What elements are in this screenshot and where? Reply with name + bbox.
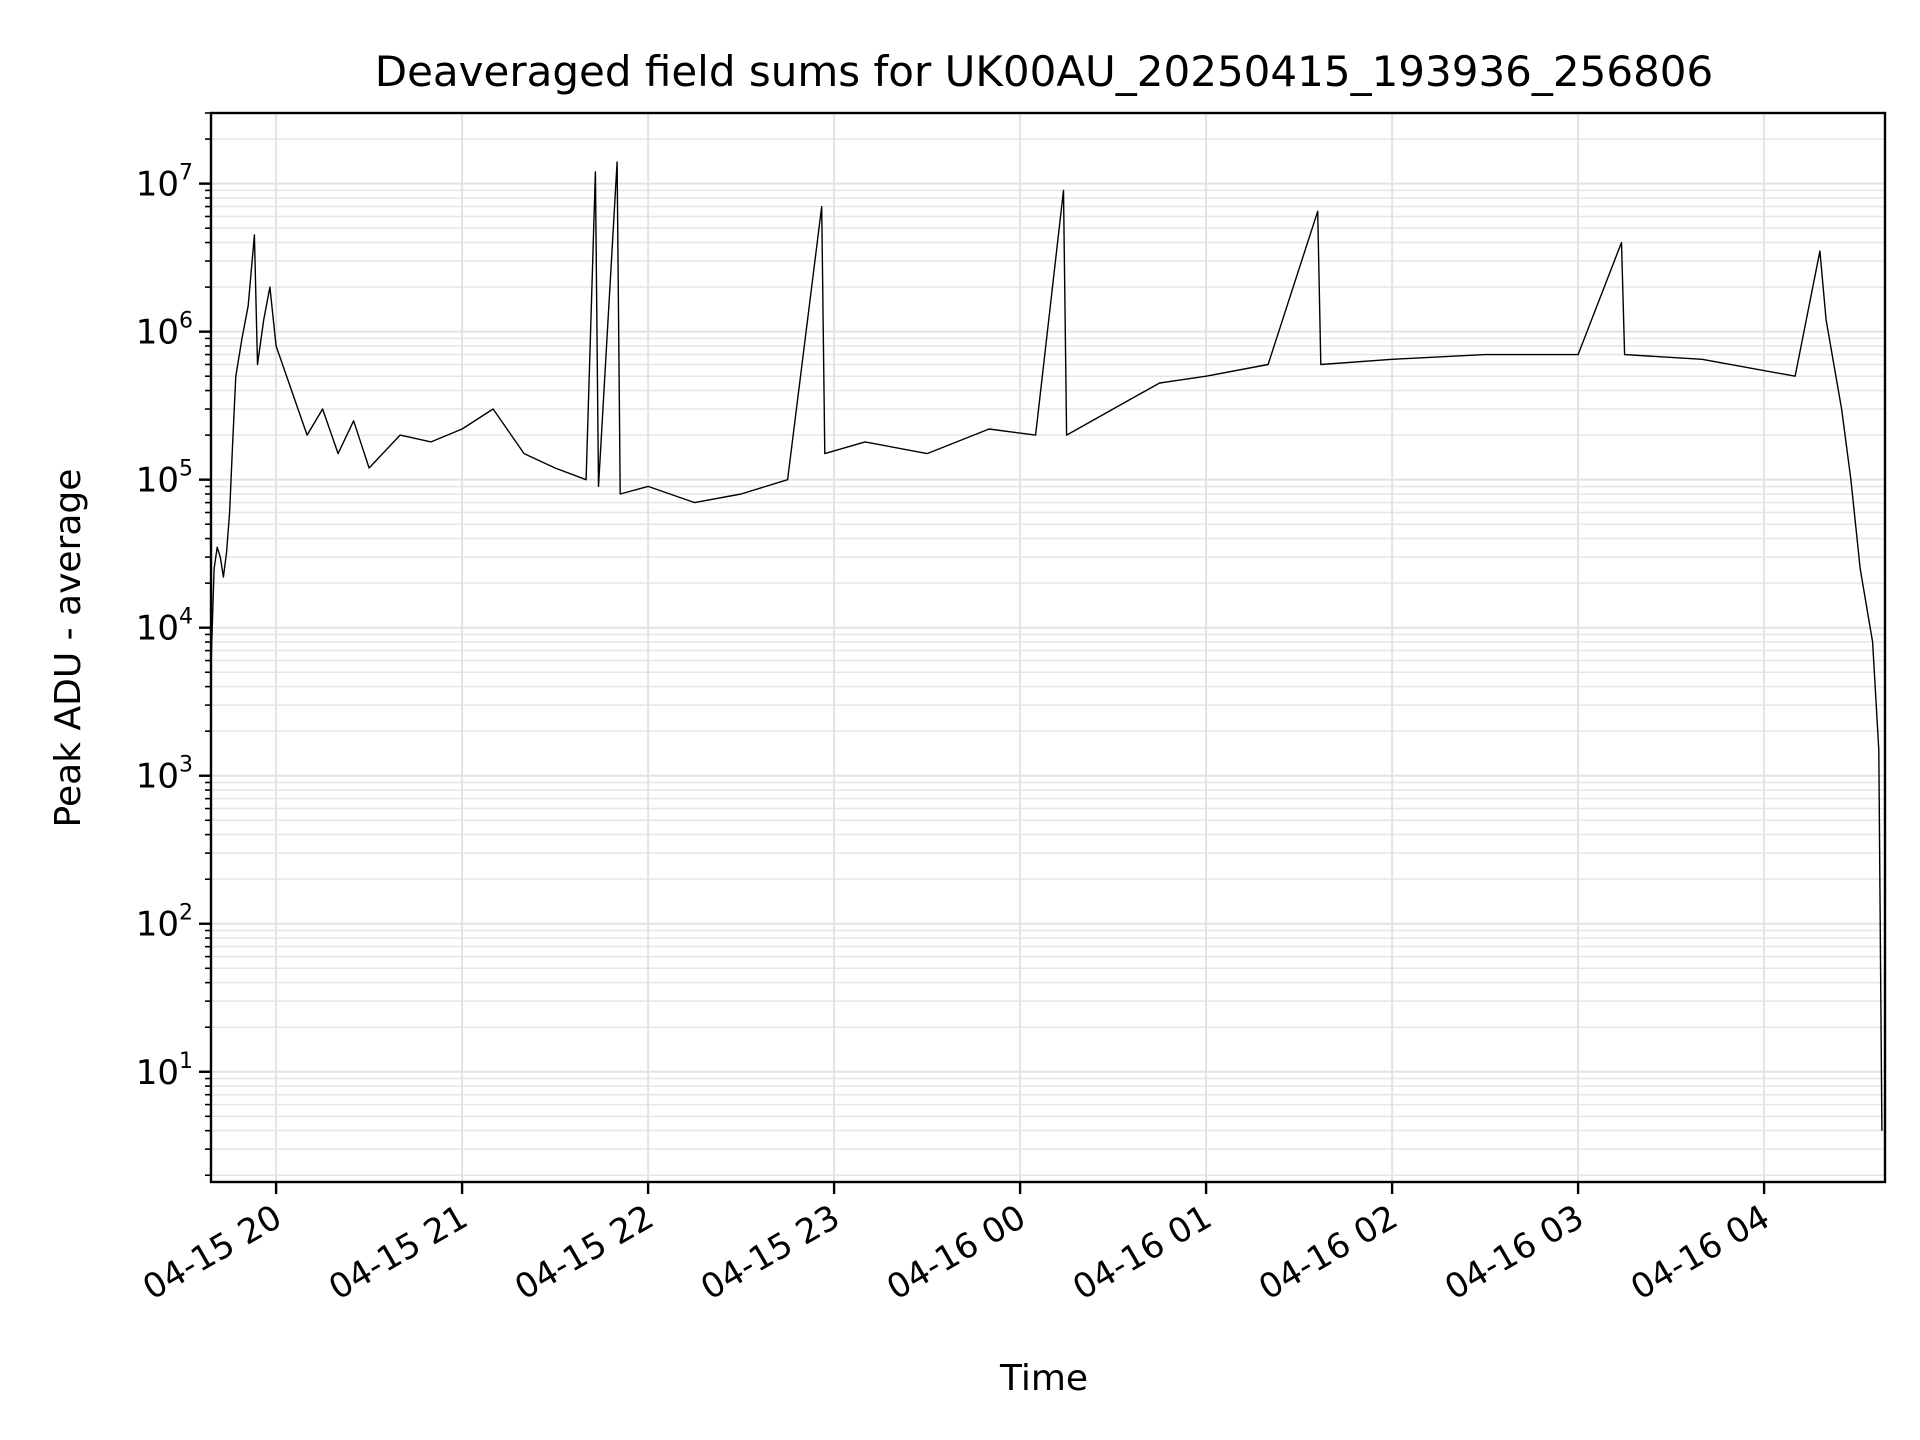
y-tick-label: 107 bbox=[136, 161, 193, 205]
x-tick-label: 04-16 00 bbox=[880, 1197, 1032, 1308]
y-tick-label: 106 bbox=[136, 309, 193, 353]
x-tick-label: 04-15 23 bbox=[694, 1197, 846, 1308]
y-tick-base: 10 bbox=[136, 1053, 179, 1093]
y-tick-base: 10 bbox=[136, 165, 179, 205]
y-tick-base: 10 bbox=[136, 461, 179, 501]
axis-ticks bbox=[199, 112, 1766, 1194]
x-tick-label: 04-15 22 bbox=[508, 1197, 660, 1308]
y-tick-exponent: 7 bbox=[179, 161, 193, 186]
y-tick-base: 10 bbox=[136, 905, 179, 945]
x-tick-label: 04-16 02 bbox=[1252, 1197, 1404, 1308]
y-tick-label: 102 bbox=[136, 901, 193, 945]
y-tick-label: 104 bbox=[136, 605, 193, 649]
y-tick-base: 10 bbox=[136, 609, 179, 649]
y-tick-label: 103 bbox=[136, 753, 193, 797]
x-axis-tick-labels: 04-15 20 04-15 21 04-15 22 04-15 23 04-16 00… bbox=[136, 1197, 1776, 1308]
y-tick-base: 10 bbox=[136, 757, 179, 797]
x-tick-label: 04-16 01 bbox=[1066, 1197, 1218, 1308]
y-tick-label: 105 bbox=[136, 457, 193, 501]
x-tick-label: 04-15 21 bbox=[322, 1197, 474, 1308]
y-tick-label: 101 bbox=[136, 1049, 193, 1093]
y-tick-base: 10 bbox=[136, 313, 179, 353]
x-tick-label: 04-16 03 bbox=[1438, 1197, 1590, 1308]
grid bbox=[211, 112, 1885, 1182]
x-tick-label: 04-15 20 bbox=[136, 1197, 288, 1308]
y-tick-exponent: 1 bbox=[179, 1049, 193, 1074]
y-axis-label: Peak ADU - average bbox=[48, 469, 89, 828]
x-tick-label: 04-16 04 bbox=[1624, 1197, 1776, 1308]
chart-title: Deaveraged field sums for UK00AU_2025041… bbox=[375, 47, 1713, 96]
x-axis-label: Time bbox=[999, 1358, 1088, 1399]
plot-area bbox=[209, 111, 1887, 1184]
y-tick-exponent: 6 bbox=[179, 309, 193, 334]
y-tick-exponent: 5 bbox=[179, 457, 193, 482]
y-tick-exponent: 3 bbox=[179, 753, 193, 778]
series-line bbox=[210, 161, 1883, 1131]
y-tick-exponent: 4 bbox=[179, 605, 193, 630]
y-tick-exponent: 2 bbox=[179, 901, 193, 926]
